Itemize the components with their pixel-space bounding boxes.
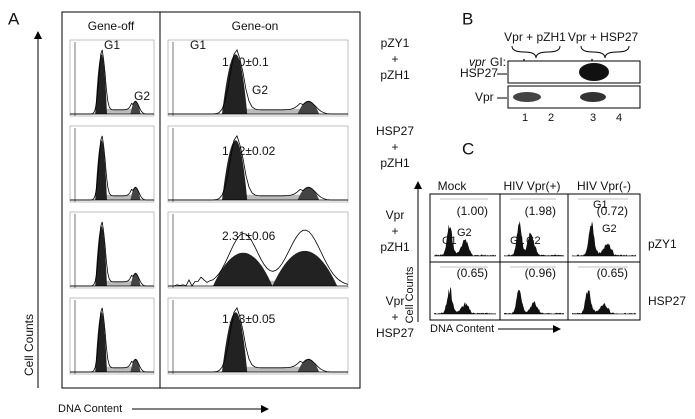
row-label: pZY1 (381, 36, 410, 50)
peak-label: G2 (457, 227, 472, 239)
row-label: Vpr (386, 294, 405, 308)
peak-label: G2 (602, 223, 617, 235)
lane-number: 1 (522, 112, 528, 124)
plot-frame (168, 298, 348, 374)
column-header: HIV Vpr(+) (503, 179, 560, 193)
band (580, 92, 606, 102)
ratio: 1.10±0.1 (222, 55, 269, 69)
column-header: Gene-on (232, 19, 279, 33)
lane-number: 3 (590, 112, 596, 124)
row-label: Vpr (386, 208, 405, 222)
brace (512, 46, 560, 58)
row-label: HSP27 (376, 326, 414, 340)
row-label: + (391, 52, 398, 66)
hist-peak (272, 251, 337, 286)
hist-outline (70, 308, 154, 372)
row-label: pZY1 (648, 237, 677, 251)
hist-peak (298, 359, 320, 372)
row-label: HSP27 (648, 294, 686, 308)
peak-label: G2 (134, 89, 150, 103)
lane-number: 2 (548, 112, 554, 124)
hist-c (504, 290, 564, 314)
axis-label: DNA Content (430, 323, 494, 335)
plot-frame (70, 298, 154, 374)
band (579, 63, 609, 81)
ratio: (0.65) (597, 266, 628, 280)
column-header: Mock (438, 179, 468, 193)
band (513, 92, 541, 102)
peak-label: G2 (252, 83, 268, 97)
ratio: (1.00) (457, 204, 488, 218)
axis-label: Cell Counts (22, 314, 36, 376)
row-label: + (391, 140, 398, 154)
blot (508, 61, 640, 83)
axis-label: DNA Content (58, 403, 122, 415)
panel-label: C (462, 139, 474, 158)
row-label: + (391, 310, 398, 324)
hist-peak (298, 187, 320, 200)
plot-frame (70, 126, 154, 202)
row-label: HSP27 (376, 124, 414, 138)
ratio: (0.96) (525, 266, 556, 280)
hist-peak (95, 54, 107, 114)
plot-frame (168, 126, 348, 202)
hist-c (572, 290, 636, 314)
hist-outline (70, 136, 154, 200)
ratio: 2.31±0.06 (222, 229, 276, 243)
hist-outline (70, 222, 154, 286)
row-label: + (391, 224, 398, 238)
row-label: Vpr (475, 90, 494, 104)
hist-peak (95, 140, 107, 200)
hist-peak (298, 101, 320, 114)
group-label: Vpr + HSP27 (568, 30, 639, 44)
ratio: (0.72) (597, 204, 628, 218)
hist-outline (70, 50, 154, 114)
panel-label: B (462, 9, 473, 28)
axis-label: Cell Counts (404, 266, 416, 323)
column-header: HIV Vpr(-) (577, 179, 631, 193)
hist-peak (95, 312, 107, 372)
row-label: pZH1 (380, 68, 410, 82)
lane-number: 4 (616, 112, 622, 124)
hist-peak (95, 226, 107, 286)
row-label: HSP27 (460, 66, 498, 80)
plot-frame (70, 212, 154, 288)
ratio: (1.98) (525, 204, 556, 218)
group-label: Vpr + pZH1 (504, 30, 566, 44)
ratio: (0.65) (457, 266, 488, 280)
row-label: pZH1 (380, 156, 410, 170)
hist-c (434, 287, 496, 314)
panel-label: A (8, 9, 20, 28)
row-label: pZH1 (380, 240, 410, 254)
column-header: Gene-off (88, 19, 135, 33)
